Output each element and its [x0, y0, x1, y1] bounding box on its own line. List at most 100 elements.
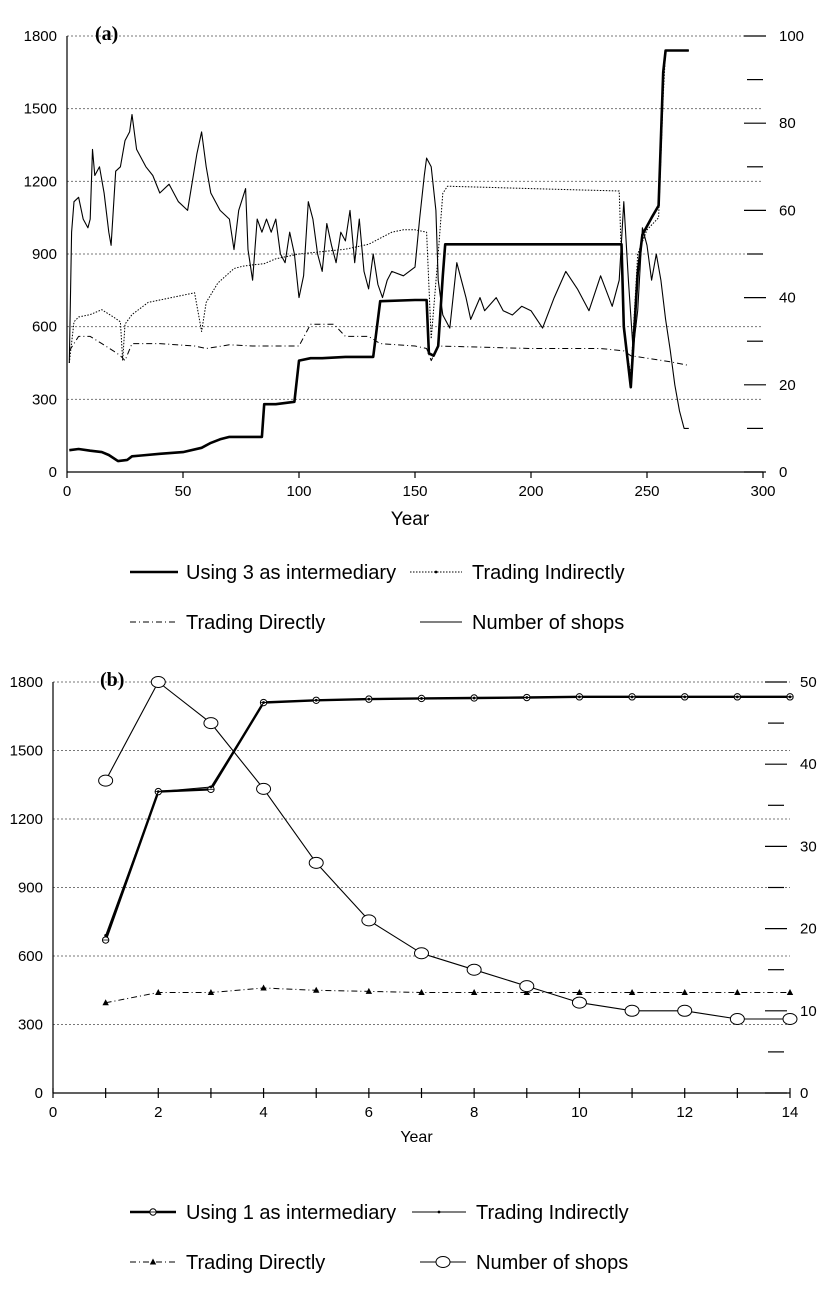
x-tick-label: 300 [750, 483, 775, 500]
x-tick-label: 150 [402, 483, 427, 500]
data-point [630, 695, 634, 699]
data-point [466, 963, 482, 976]
data-point [361, 914, 377, 927]
x-tick-label: 0 [63, 483, 71, 500]
legend-label: Trading Indirectly [476, 1202, 629, 1224]
panel-label: (b) [100, 669, 124, 691]
y-left-tick-label: 1200 [10, 811, 43, 828]
y-right-tick-label: 20 [800, 921, 817, 938]
data-point [308, 856, 324, 869]
data-point [683, 695, 687, 699]
y-left-tick-label: 1500 [10, 743, 43, 760]
x-tick-label: 10 [571, 1104, 588, 1121]
data-point [155, 989, 162, 996]
data-point [472, 696, 476, 700]
data-point [313, 986, 320, 993]
legend-label: Trading Indirectly [472, 562, 625, 584]
series-number-of-shops [68, 113, 689, 429]
data-point [735, 695, 739, 699]
legend: Using 1 as intermediary Trading Indirectl… [130, 1202, 629, 1274]
y-right-tick-label: 0 [800, 1085, 808, 1102]
series-line [68, 113, 689, 429]
chart-panel-b: 0 300 600 900 1200 1500 1800 0 10 20 30 40 50 0 2 4 6 8 10… [10, 669, 817, 1274]
data-point [729, 1013, 745, 1026]
legend-marker [437, 1210, 441, 1214]
series-using-3-as-intermediary [69, 49, 689, 463]
data-point [624, 1004, 640, 1017]
data-point [677, 1004, 693, 1017]
y-right-tick-label: 30 [800, 838, 817, 855]
data-point [782, 1013, 798, 1026]
y-left-tick-label: 1800 [24, 28, 57, 45]
series-trading-indirectly [68, 50, 689, 376]
data-point [102, 999, 109, 1006]
x-tick-label: 100 [286, 483, 311, 500]
y-left-tick-label: 900 [18, 880, 43, 897]
series-trading-indirectly [104, 695, 792, 937]
data-point [525, 696, 529, 699]
data-point [788, 695, 792, 699]
legend-marker [434, 570, 438, 574]
legend-label: Number of shops [476, 1252, 628, 1274]
y-left-tick-label: 300 [32, 391, 57, 408]
series-line [105, 681, 790, 1020]
legend-marker [435, 1256, 451, 1268]
legend-label: Trading Directly [186, 1252, 325, 1274]
data-point [260, 984, 267, 991]
y-right-tick-label: 60 [779, 202, 796, 219]
data-point [203, 717, 219, 730]
data-point [314, 698, 318, 702]
x-axis-label: Year [400, 1129, 433, 1146]
legend-label: Trading Directly [186, 612, 325, 634]
y-right-tick-label: 80 [779, 115, 796, 132]
x-axis-label: Year [391, 509, 430, 530]
y-left-tick-label: 300 [18, 1017, 43, 1034]
data-point [470, 989, 478, 996]
y-left-tick-label: 1800 [10, 674, 43, 691]
series-number-of-shops [98, 676, 798, 1026]
x-tick-label: 12 [676, 1104, 693, 1121]
data-point [519, 980, 535, 993]
series-line [68, 323, 689, 366]
y-left-tick-label: 600 [32, 319, 57, 336]
series-line [104, 695, 790, 941]
data-point [414, 947, 429, 960]
x-tick-label: 4 [259, 1104, 267, 1121]
y-left-tick-label: 600 [18, 948, 43, 965]
data-point [734, 989, 741, 996]
y-left-tick-label: 0 [49, 464, 57, 481]
y-right-tick-label: 20 [779, 377, 796, 394]
series-line [105, 987, 790, 1004]
data-point [104, 934, 108, 937]
y-right-tick-label: 40 [800, 756, 817, 773]
y-right-tick-label: 100 [779, 28, 804, 45]
data-point [418, 989, 425, 996]
data-point [571, 996, 587, 1009]
y-left-tick-label: 1200 [24, 173, 57, 190]
data-point [681, 989, 688, 996]
series-line [105, 696, 790, 936]
legend-label: Number of shops [472, 612, 624, 634]
x-tick-label: 0 [49, 1104, 57, 1121]
x-tick-label: 8 [470, 1104, 478, 1121]
data-point [628, 989, 636, 996]
y-left-tick-label: 1500 [24, 101, 57, 118]
x-tick-label: 2 [154, 1104, 162, 1121]
y-left-tick-label: 900 [32, 246, 57, 263]
y-right-tick-label: 10 [800, 1003, 817, 1020]
y-right-tick-label: 40 [779, 290, 796, 307]
x-tick-label: 14 [782, 1104, 799, 1121]
x-tick-label: 200 [518, 483, 543, 500]
data-point [576, 989, 583, 996]
x-tick-label: 50 [175, 483, 192, 500]
data-point [420, 697, 423, 700]
data-point [156, 790, 160, 793]
data-point [262, 701, 265, 704]
series-line [69, 49, 689, 463]
series-trading-directly [102, 984, 794, 1006]
data-point [256, 782, 272, 795]
x-tick-label: 250 [634, 483, 659, 500]
data-point [150, 676, 166, 688]
legend-label: Using 3 as intermediary [186, 562, 396, 584]
